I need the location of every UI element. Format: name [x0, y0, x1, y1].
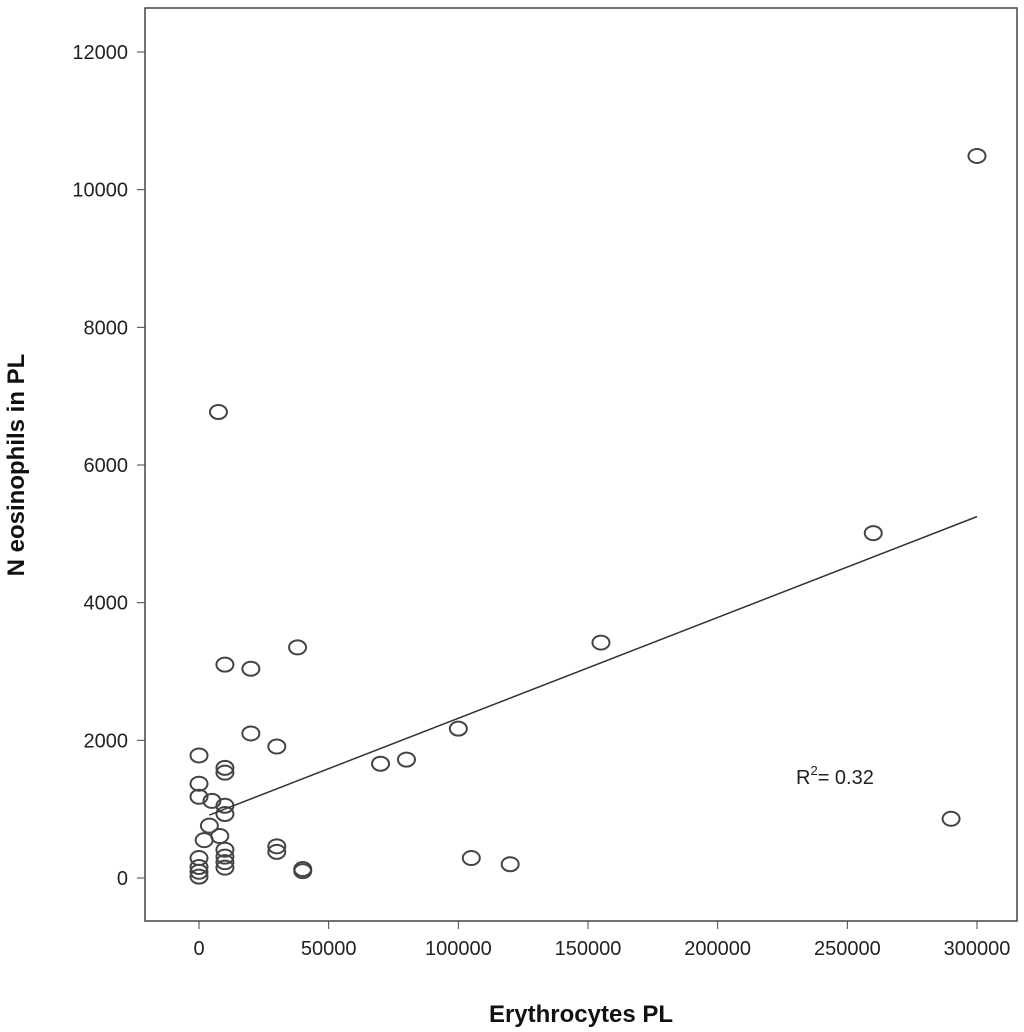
x-tick-label: 300000: [944, 938, 1011, 960]
y-tick-label: 2000: [84, 730, 129, 752]
data-point: [267, 838, 287, 855]
data-point: [215, 859, 235, 876]
data-point: [194, 832, 214, 849]
data-point: [189, 863, 209, 880]
data-point: [941, 810, 961, 827]
data-point: [448, 720, 468, 737]
data-point: [215, 848, 235, 865]
y-tick-label: 6000: [84, 455, 129, 477]
data-point: [215, 854, 235, 871]
x-tick-label: 0: [193, 938, 204, 960]
y-axis: 0 2000 4000 6000 8000 10000 12000: [72, 42, 145, 890]
data-point: [202, 792, 222, 809]
data-point: [189, 775, 209, 792]
data-point: [241, 725, 261, 742]
y-tick-label: 4000: [84, 593, 129, 615]
data-point: [189, 868, 209, 885]
data-point: [267, 843, 287, 860]
data-point: [591, 634, 611, 651]
regression-line: [209, 515, 978, 816]
x-tick-label: 150000: [555, 938, 622, 960]
data-point: [189, 747, 209, 764]
data-point: [288, 639, 308, 656]
y-tick-label: 0: [117, 868, 128, 890]
r-squared-annotation: R2= 0.32: [796, 763, 874, 789]
data-point: [863, 525, 883, 542]
data-point: [500, 856, 520, 873]
y-axis-label: N eosinophils in PL: [3, 354, 30, 577]
data-points: [189, 147, 987, 885]
y-tick-label: 8000: [84, 317, 129, 339]
data-point: [293, 861, 313, 878]
data-point: [241, 660, 261, 677]
data-point: [967, 147, 987, 164]
x-tick-label: 200000: [684, 938, 751, 960]
data-point: [215, 841, 235, 858]
x-tick-label: 250000: [814, 938, 881, 960]
data-point: [208, 403, 228, 420]
data-point: [189, 788, 209, 805]
y-tick-label: 10000: [72, 180, 128, 202]
x-axis: 0 50000 100000 150000 200000 250000 300000: [193, 921, 1010, 960]
data-point: [461, 850, 481, 867]
data-point: [267, 738, 287, 755]
data-point: [215, 805, 235, 822]
y-tick-label: 12000: [72, 42, 128, 64]
x-axis-label: Erythrocytes PL: [489, 1001, 673, 1028]
x-tick-label: 50000: [301, 938, 357, 960]
data-point: [215, 759, 235, 776]
data-point: [210, 828, 230, 845]
data-point: [371, 755, 391, 772]
data-point: [189, 858, 209, 875]
x-tick-label: 100000: [425, 938, 492, 960]
plot-frame: [144, 7, 1018, 922]
data-point: [199, 817, 219, 834]
data-point: [215, 656, 235, 673]
data-point: [396, 751, 416, 768]
data-point: [215, 764, 235, 781]
